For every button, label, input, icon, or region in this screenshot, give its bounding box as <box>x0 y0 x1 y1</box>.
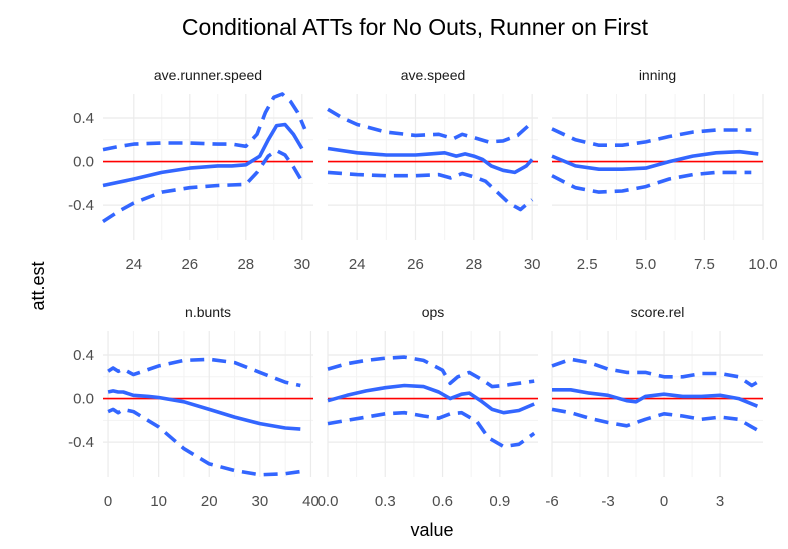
y-axis-label: att.est <box>28 261 48 310</box>
facet-strip-label: n.bunts <box>185 304 231 320</box>
confidence-band-line <box>551 127 752 147</box>
x-tick-label: 24 <box>125 256 142 273</box>
chart-title: Conditional ATTs for No Outs, Runner on … <box>182 14 649 40</box>
x-tick-label: 10.0 <box>748 256 777 273</box>
x-tick-label: 26 <box>407 256 424 273</box>
estimate-line <box>327 146 534 175</box>
facet-strip-label: score.rel <box>631 304 685 320</box>
x-tick-label: 28 <box>465 256 482 273</box>
confidence-band-line <box>551 407 761 433</box>
confidence-band-line <box>102 92 307 152</box>
x-tick-label: 3 <box>716 493 724 510</box>
x-tick-label: 0.6 <box>432 493 453 510</box>
facet-strip-label: ops <box>422 304 445 320</box>
facet-strip-label: inning <box>639 67 676 83</box>
confidence-band-line <box>327 170 534 212</box>
x-tick-label: 10 <box>150 493 167 510</box>
x-tick-label: 0.0 <box>318 493 339 510</box>
x-tick-label: 20 <box>201 493 218 510</box>
estimate-line <box>551 149 759 171</box>
x-tick-label: 0.9 <box>489 493 510 510</box>
confidence-band-line <box>551 170 752 194</box>
estimate-line <box>107 389 301 431</box>
confidence-band-line <box>551 357 761 388</box>
x-tick-label: 2.5 <box>577 256 598 273</box>
confidence-band-line <box>327 410 536 449</box>
confidence-band-line <box>107 357 301 388</box>
x-tick-label: 30 <box>293 256 310 273</box>
y-tick-label: 0.0 <box>73 154 94 171</box>
y-tick-label: 0.4 <box>73 347 94 364</box>
x-tick-label: 28 <box>237 256 254 273</box>
x-tick-label: -3 <box>601 493 614 510</box>
facet-panel-n-bunts: n.bunts 0 10 20 30 40 -0.4 0.0 0.4 <box>68 304 319 510</box>
x-axis-label: value <box>410 520 453 540</box>
facet-strip-label: ave.speed <box>401 67 466 83</box>
x-tick-label: 0 <box>660 493 668 510</box>
x-tick-label: 30 <box>252 493 269 510</box>
confidence-band-line <box>327 107 534 144</box>
x-tick-label: 0.3 <box>375 493 396 510</box>
y-tick-label: 0.4 <box>73 110 94 127</box>
y-tick-label: -0.4 <box>68 434 94 451</box>
x-tick-label: 24 <box>349 256 366 273</box>
confidence-band-line <box>327 355 535 389</box>
facet-panel-ops: ops 0.0 0.3 0.6 0.9 <box>318 304 538 510</box>
estimate-line <box>102 122 304 188</box>
x-tick-label: 40 <box>302 493 319 510</box>
x-tick-label: 0 <box>104 493 112 510</box>
x-tick-label: -6 <box>545 493 558 510</box>
facet-panel-ave-runner-speed: ave.runner.speed 24 26 28 30 -0.4 0.0 0.4 <box>68 67 313 273</box>
x-tick-label: 7.5 <box>694 256 715 273</box>
y-tick-label: 0.0 <box>73 391 94 408</box>
confidence-band-line <box>107 407 301 477</box>
facet-panel-score-rel: score.rel -6 -3 0 3 <box>545 304 763 510</box>
x-tick-label: 5.0 <box>635 256 656 273</box>
facet-panel-ave-speed: ave.speed 24 26 28 30 <box>327 67 541 273</box>
estimate-line <box>552 388 759 408</box>
y-tick-label: -0.4 <box>68 197 94 214</box>
facet-panel-inning: inning 2.5 5.0 7.5 10.0 <box>551 67 778 273</box>
estimate-line <box>327 383 535 415</box>
x-tick-label: 26 <box>181 256 198 273</box>
facet-strip-label: ave.runner.speed <box>154 67 262 83</box>
confidence-band-line <box>102 148 304 224</box>
x-tick-label: 30 <box>524 256 541 273</box>
